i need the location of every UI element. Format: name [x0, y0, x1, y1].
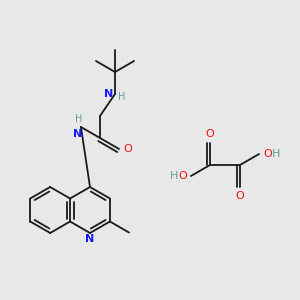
Text: H: H — [118, 92, 125, 102]
Text: H: H — [75, 114, 82, 124]
Text: O: O — [263, 149, 272, 159]
Text: N: N — [85, 234, 94, 244]
Text: O: O — [123, 144, 132, 154]
Text: O: O — [206, 129, 214, 139]
Text: H: H — [272, 149, 281, 159]
Text: N: N — [73, 129, 82, 139]
Text: H: H — [169, 171, 178, 181]
Text: O: O — [178, 171, 187, 181]
Text: N: N — [104, 89, 113, 99]
Text: O: O — [236, 191, 244, 201]
